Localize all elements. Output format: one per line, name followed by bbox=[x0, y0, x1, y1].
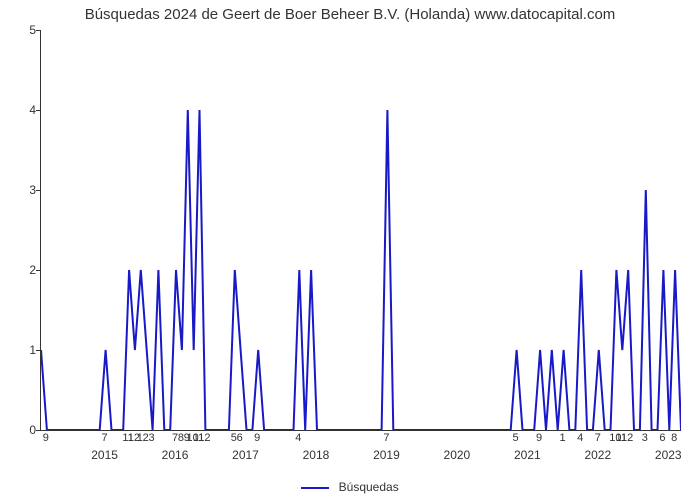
xtick-year-label: 2016 bbox=[162, 448, 189, 462]
xtick-month-label: 8 bbox=[671, 432, 677, 444]
xtick-month-label: 5 bbox=[513, 432, 519, 444]
xtick-month-label: 12 bbox=[198, 432, 210, 444]
xtick-month-label: 7 bbox=[383, 432, 389, 444]
xtick-month-label: 4 bbox=[295, 432, 301, 444]
xtick-year-label: 2021 bbox=[514, 448, 541, 462]
search-chart: Búsquedas 2024 de Geert de Boer Beheer B… bbox=[0, 0, 700, 500]
xtick-year-label: 2022 bbox=[584, 448, 611, 462]
xtick-year-label: 2017 bbox=[232, 448, 259, 462]
xtick-month-label: 12 bbox=[621, 432, 633, 444]
ytick-mark bbox=[36, 190, 40, 191]
ytick-mark bbox=[36, 350, 40, 351]
xtick-month-label: 9 bbox=[43, 432, 49, 444]
xtick-month-label: 3 bbox=[642, 432, 648, 444]
legend-label: Búsquedas bbox=[339, 480, 399, 494]
xtick-month-label: 6 bbox=[659, 432, 665, 444]
ytick-mark bbox=[36, 30, 40, 31]
xtick-month-label: 4 bbox=[577, 432, 583, 444]
xtick-month-label: 1 bbox=[560, 432, 566, 444]
legend: Búsquedas bbox=[0, 480, 700, 494]
line-series bbox=[41, 30, 681, 430]
ytick-label: 3 bbox=[20, 183, 36, 197]
xtick-month-label: 9 bbox=[254, 432, 260, 444]
xtick-month-label: 7 bbox=[595, 432, 601, 444]
xtick-month-label: 9 bbox=[536, 432, 542, 444]
ytick-mark bbox=[36, 110, 40, 111]
legend-swatch bbox=[301, 487, 329, 489]
plot-area bbox=[40, 30, 681, 431]
xtick-year-label: 2015 bbox=[91, 448, 118, 462]
ytick-label: 1 bbox=[20, 343, 36, 357]
ytick-mark bbox=[36, 430, 40, 431]
ytick-label: 4 bbox=[20, 103, 36, 117]
xtick-year-label: 2019 bbox=[373, 448, 400, 462]
chart-title: Búsquedas 2024 de Geert de Boer Beheer B… bbox=[0, 6, 700, 23]
ytick-mark bbox=[36, 270, 40, 271]
xtick-month-label: 7 bbox=[102, 432, 108, 444]
ytick-label: 0 bbox=[20, 423, 36, 437]
xtick-year-label: 2020 bbox=[444, 448, 471, 462]
ytick-label: 5 bbox=[20, 23, 36, 37]
xtick-year-label: 2023 bbox=[655, 448, 682, 462]
xtick-month-label: 6 bbox=[237, 432, 243, 444]
xtick-year-label: 2018 bbox=[303, 448, 330, 462]
ytick-label: 2 bbox=[20, 263, 36, 277]
xtick-month-label: 3 bbox=[148, 432, 154, 444]
